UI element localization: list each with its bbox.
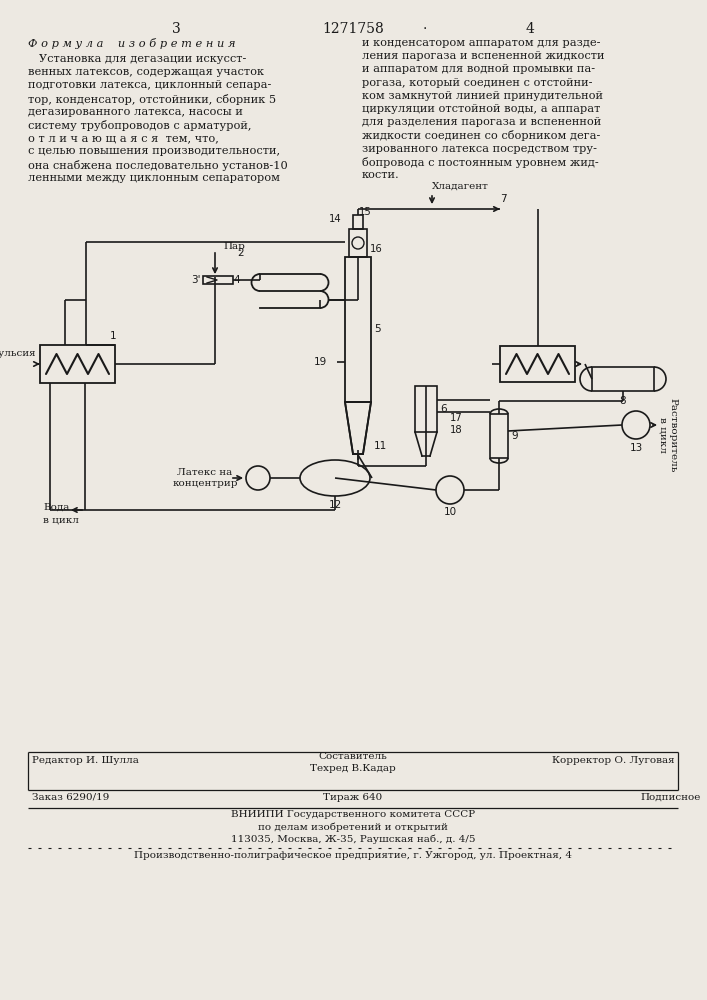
Text: Подписное: Подписное (640, 793, 701, 802)
Text: ·: · (423, 22, 427, 36)
Text: кости.: кости. (362, 170, 399, 180)
Text: рогаза, который соединен с отстойни-: рогаза, который соединен с отстойни- (362, 78, 592, 88)
Text: с целью повышения производительности,: с целью повышения производительности, (28, 146, 280, 156)
Text: для разделения парогаза и вспененной: для разделения парогаза и вспененной (362, 117, 601, 127)
Text: 8: 8 (620, 396, 626, 406)
Text: 19: 19 (314, 357, 327, 367)
Text: по делам изобретений и открытий: по делам изобретений и открытий (258, 822, 448, 832)
Text: венных латексов, содержащая участок: венных латексов, содержащая участок (28, 67, 264, 77)
Text: 16: 16 (370, 244, 382, 254)
Text: дегазированного латекса, насосы и: дегазированного латекса, насосы и (28, 107, 243, 117)
Bar (345, 257, 371, 402)
Text: 3': 3' (192, 275, 201, 285)
Text: ления парогаза и вспененной жидкости: ления парогаза и вспененной жидкости (362, 51, 604, 61)
Text: бопровода с постоянным уровнем жид-: бопровода с постоянным уровнем жид- (362, 157, 599, 168)
Text: Заказ 6290/19: Заказ 6290/19 (32, 793, 110, 802)
Text: 11: 11 (374, 441, 387, 451)
Text: зированного латекса посредством тру-: зированного латекса посредством тру- (362, 144, 597, 154)
Text: Эмульсия: Эмульсия (0, 350, 36, 359)
Text: Латекс на
концентрир: Латекс на концентрир (173, 468, 238, 488)
Text: Тираж 640: Тираж 640 (323, 793, 382, 802)
Text: 7: 7 (500, 194, 507, 204)
Text: Производственно-полиграфическое предприятие, г. Ужгород, ул. Проектная, 4: Производственно-полиграфическое предприя… (134, 851, 572, 860)
Text: тор, конденсатор, отстойники, сборник 5: тор, конденсатор, отстойники, сборник 5 (28, 94, 276, 105)
Text: 10: 10 (443, 507, 457, 517)
Text: 17: 17 (450, 413, 463, 423)
Text: 14: 14 (328, 214, 341, 224)
Bar (592, 367, 654, 391)
Text: Установка для дегазации искусст-: Установка для дегазации искусст- (28, 54, 246, 64)
Text: 3: 3 (172, 22, 180, 36)
Text: 13: 13 (629, 443, 643, 453)
Text: 2: 2 (237, 248, 244, 258)
Text: 4: 4 (525, 22, 534, 36)
Text: и аппаратом для водной промывки па-: и аппаратом для водной промывки па- (362, 64, 595, 74)
Text: циркуляции отстойной воды, а аппарат: циркуляции отстойной воды, а аппарат (362, 104, 600, 114)
Text: о т л и ч а ю щ а я с я  тем, что,: о т л и ч а ю щ а я с я тем, что, (28, 133, 219, 143)
Text: Растворитель
в цикл: Растворитель в цикл (658, 398, 678, 472)
Text: ВНИИПИ Государственного комитета СССР: ВНИИПИ Государственного комитета СССР (231, 810, 475, 819)
Text: 1: 1 (110, 331, 117, 341)
Text: ленными между циклонным сепаратором: ленными между циклонным сепаратором (28, 173, 280, 183)
Text: в цикл: в цикл (43, 515, 79, 524)
Bar (349, 229, 367, 257)
Text: Техред В.Кадар: Техред В.Кадар (310, 764, 396, 773)
Text: систему трубопроводов с арматурой,: систему трубопроводов с арматурой, (28, 120, 252, 131)
Text: Пар: Пар (223, 242, 245, 251)
Text: Ф о р м у л а    и з о б р е т е н и я: Ф о р м у л а и з о б р е т е н и я (28, 38, 235, 49)
Text: она снабжена последовательно установ-10: она снабжена последовательно установ-10 (28, 160, 288, 171)
Text: 6: 6 (440, 404, 447, 414)
Bar (40, 345, 115, 383)
Text: и конденсатором аппаратом для разде-: и конденсатором аппаратом для разде- (362, 38, 600, 48)
Text: Составитель: Составитель (319, 752, 387, 761)
Text: 4: 4 (233, 275, 240, 285)
Bar (415, 386, 437, 432)
Text: 9: 9 (511, 431, 518, 441)
Text: ком замкнутой линией принудительной: ком замкнутой линией принудительной (362, 91, 603, 101)
Bar (203, 276, 233, 284)
Text: 18: 18 (450, 425, 462, 435)
Text: жидкости соединен со сборником дега-: жидкости соединен со сборником дега- (362, 130, 600, 141)
Text: Редактор И. Шулла: Редактор И. Шулла (32, 756, 139, 765)
Text: Хладагент: Хладагент (432, 182, 489, 191)
Text: 15: 15 (359, 207, 372, 217)
Text: Вода: Вода (43, 503, 69, 512)
Text: Корректор О. Луговая: Корректор О. Луговая (552, 756, 675, 765)
Bar (500, 346, 575, 382)
Bar (490, 414, 508, 458)
Text: подготовки латекса, циклонный сепара-: подготовки латекса, циклонный сепара- (28, 80, 271, 90)
Text: 113035, Москва, Ж-35, Раушская наб., д. 4/5: 113035, Москва, Ж-35, Раушская наб., д. … (230, 834, 475, 844)
Text: 5: 5 (374, 324, 380, 334)
Text: 1271758: 1271758 (322, 22, 384, 36)
Text: 12: 12 (328, 500, 341, 510)
Bar (353, 215, 363, 229)
